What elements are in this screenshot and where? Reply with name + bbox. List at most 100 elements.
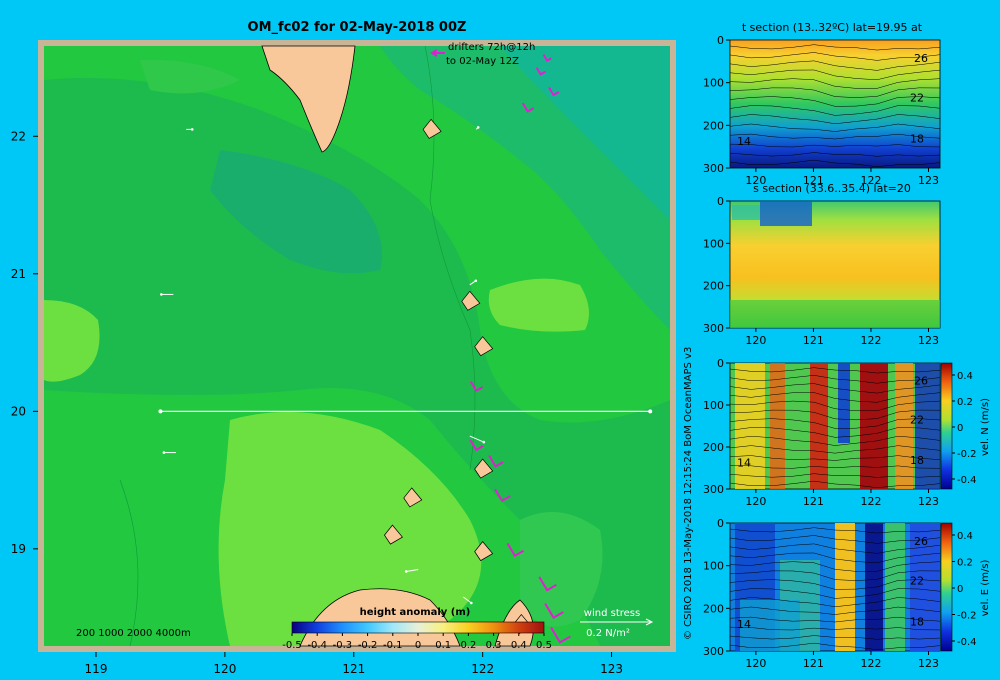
panel1-xtick-label-120: 120 (745, 334, 766, 347)
t-section-panel: t section (13..32ºC) lat=19.95 at 26 22 18… (729, 21, 941, 169)
panel2-ytick-label-100: 100 (703, 399, 724, 412)
vel-e-panel: 26 22 18 14 (729, 522, 941, 652)
y-tick-label-21: 21 (11, 267, 26, 281)
panel3-ytick-label-0: 0 (717, 517, 724, 530)
panel0-xtick-label-123: 123 (918, 174, 939, 187)
vcbar4-tick-label-3: -0.2 (957, 611, 977, 622)
colorbar-tick-label-6: 0.1 (435, 640, 451, 651)
t-contours-line-3 (729, 69, 941, 81)
height-colorbar (291, 621, 545, 634)
island-4 (403, 487, 423, 508)
wind-vector-7 (406, 568, 419, 572)
section-start-marker (158, 409, 163, 414)
wind-vector-head-7 (404, 570, 408, 573)
vcbar3-tick-label-4: -0.4 (957, 475, 977, 486)
e-contours-label-22: 22 (910, 574, 924, 587)
drifter-arrow-7 (494, 488, 511, 503)
n-contours-line-7 (729, 427, 941, 438)
vel-n-colorbar (940, 362, 953, 490)
n-contours-label-26: 26 (914, 374, 928, 387)
e-contours-line-4 (729, 561, 941, 572)
credit-text: © CSIRO 2018 13-May-2018 12:15:24 BoM Oc… (683, 347, 694, 640)
n-contours-label-14: 14 (737, 456, 751, 469)
drifter-arrow-2 (548, 86, 560, 97)
vcbar3-tick-label-0: 0.4 (957, 371, 973, 382)
drifter-arrow-1 (535, 67, 546, 76)
vel-e-label: vel. E (m/s) (980, 559, 991, 616)
colorbar-title: height anomaly (m) (360, 607, 471, 618)
panel0-ytick-label-300: 300 (703, 162, 724, 175)
section-axes: 120 121 122 123 0 100 200 300 120 121 122 123 0 100 20… (703, 34, 939, 670)
map-title: OM_fc02 for 02-May-2018 00Z (248, 20, 467, 35)
panel0-ytick-label-0: 0 (717, 34, 724, 47)
vel-e-colorbar (940, 522, 953, 652)
panel0-xtick-label-120: 120 (745, 174, 766, 187)
e-contours-line-11 (729, 626, 941, 631)
e-contours-line-2 (729, 543, 941, 554)
panel1-xtick-label-122: 122 (860, 334, 881, 347)
n-contours-line-11 (729, 465, 941, 469)
island-5 (474, 541, 494, 562)
s-section-panel: s section (33.6..35.4) lat=20 (729, 182, 941, 329)
t-section-title: t section (13..32ºC) lat=19.95 at (742, 21, 923, 34)
section-line (158, 409, 653, 414)
t-contours-line-10 (729, 133, 941, 140)
wind-vector-5 (469, 435, 484, 443)
panel2-ytick-label-200: 200 (703, 441, 724, 454)
panel3-ytick-label-100: 100 (703, 560, 724, 573)
panel2-xtick-label-120: 120 (745, 495, 766, 508)
drifter-arrow-0 (542, 54, 552, 62)
e-contours-line-6 (729, 579, 941, 590)
e-contours-line-10 (729, 616, 941, 623)
panel2-xtick-label-122: 122 (860, 495, 881, 508)
wind-vector-head-0 (190, 128, 194, 131)
colorbar-tick-label-10: 0.5 (536, 640, 552, 651)
drifter-arrow-9 (538, 576, 557, 592)
panel1-xtick-label-121: 121 (803, 334, 824, 347)
vcbar3-tick-label-1: 0.2 (957, 397, 973, 408)
e-contours-line-7 (729, 588, 941, 599)
t-contours-line-0 (729, 44, 941, 51)
panel1-xtick-label-123: 123 (918, 334, 939, 347)
panel0-ytick-label-200: 200 (703, 119, 724, 132)
e-contours-line-1 (729, 535, 941, 544)
t-contours-line-4 (729, 78, 941, 89)
n-contours-line-6 (729, 418, 941, 429)
colorbar-tick-label-7: 0.2 (460, 640, 476, 651)
n-contours-line-4 (729, 400, 941, 412)
t-contours-line-2 (729, 60, 941, 71)
wind-vector-head-1 (476, 126, 480, 129)
wind-vector-head-5 (482, 440, 486, 444)
map-x-axis: 119 120 121 122 123 (85, 652, 623, 676)
drifter-arrow-3 (521, 102, 535, 113)
t-contours-line-8 (729, 114, 941, 125)
e-contours-label-18: 18 (910, 615, 924, 628)
t-contours-label-26: 26 (914, 52, 928, 65)
island-0 (422, 118, 442, 139)
vcbar4-tick-label-4: -0.4 (957, 637, 977, 648)
colorbar-tick-label-2: -0.3 (333, 640, 353, 651)
x-tick-label-119: 119 (85, 662, 108, 676)
vel-n-label: vel. N (m/s) (980, 398, 991, 456)
wind-stress-arrowhead (645, 618, 654, 626)
x-tick-label-120: 120 (213, 662, 236, 676)
n-contours-line-3 (729, 392, 941, 403)
e-contours-line-13 (729, 642, 941, 650)
t-contours-line-9 (729, 123, 941, 132)
section-end-marker (648, 409, 653, 414)
panel3-xtick-label-122: 122 (860, 657, 881, 670)
vcbar4-tick-label-2: 0 (957, 584, 963, 595)
colorbar-ticks: -0.5 -0.4 -0.3 -0.2 -0.1 0 0.1 0.2 0.3 0.4 0.5 (282, 633, 552, 651)
y-tick-label-22: 22 (11, 129, 26, 143)
panel1-ytick-label-100: 100 (703, 237, 724, 250)
panel3-xtick-label-120: 120 (745, 657, 766, 670)
panel0-xtick-label-122: 122 (860, 174, 881, 187)
n-contours-line-5 (729, 409, 941, 421)
wind-vector-head-4 (162, 451, 166, 454)
t-contours-line-7 (729, 105, 941, 116)
panel2-xtick-label-123: 123 (918, 495, 939, 508)
drifter-arrow-6 (488, 455, 504, 468)
drifters-label-line1: drifters 72h@12h (448, 42, 535, 53)
y-tick-label-19: 19 (11, 542, 26, 556)
